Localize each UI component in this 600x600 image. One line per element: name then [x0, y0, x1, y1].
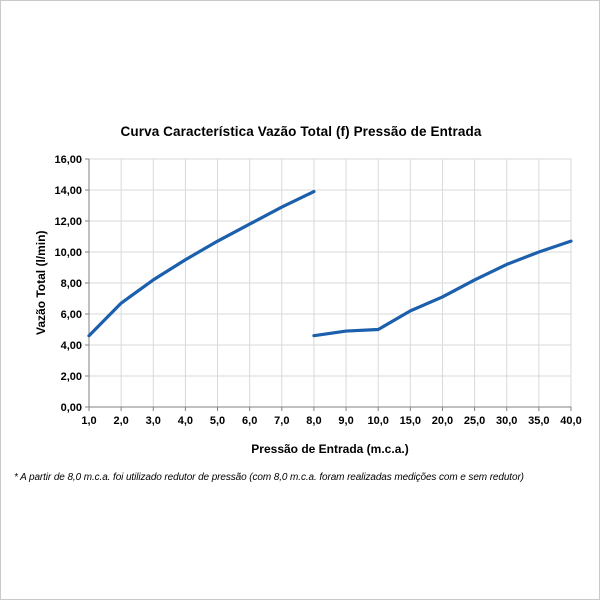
x-tick-label: 20,0 — [432, 415, 453, 427]
data-series-2 — [312, 239, 573, 338]
footnote: * A partir de 8,0 m.c.a. foi utilizado r… — [14, 472, 524, 483]
x-tick-label: 35,0 — [528, 415, 549, 427]
x-tick-label: 9,0 — [338, 415, 353, 427]
x-tick-label: 2,0 — [113, 415, 128, 427]
y-tick-label: 16,00 — [54, 154, 82, 166]
x-tick-label: 1,0 — [81, 415, 96, 427]
y-tick-label: 4,00 — [61, 340, 82, 352]
gridlines — [89, 158, 572, 407]
x-tick-label: 4,0 — [178, 415, 193, 427]
x-tick-label: 25,0 — [464, 415, 485, 427]
x-axis-title: Pressão de Entrada (m.c.a.) — [251, 442, 409, 456]
x-tick-label: 30,0 — [496, 415, 517, 427]
x-tick-labels: 1,0 2,0 3,0 4,0 5,0 6,0 7,0 8,0 9,0 10,0 15,0 20,0 2… — [81, 415, 581, 427]
chart-title: Curva Característica Vazão Total (f) Pre… — [120, 124, 482, 139]
y-tick-label: 10,00 — [54, 247, 82, 259]
y-tick-label: 12,00 — [54, 216, 82, 228]
y-tick-label: 8,00 — [61, 278, 82, 290]
x-tick-label: 3,0 — [146, 415, 161, 427]
y-tick-label: 6,00 — [61, 309, 82, 321]
axes — [85, 158, 572, 411]
x-tick-label: 6,0 — [242, 415, 257, 427]
y-tick-label: 0,00 — [61, 402, 82, 414]
x-tick-label: 7,0 — [274, 415, 289, 427]
x-tick-label: 10,0 — [367, 415, 388, 427]
x-tick-label: 40,0 — [560, 415, 581, 427]
y-tick-label: 2,00 — [61, 371, 82, 383]
y-tick-label: 14,00 — [54, 185, 82, 197]
x-tick-label: 5,0 — [210, 415, 225, 427]
y-tick-labels: 0,00 2,00 4,00 6,00 8,00 10,00 12,00 14,00 16,00 — [54, 154, 82, 414]
data-series-1 — [87, 189, 316, 338]
x-tick-label: 15,0 — [400, 415, 421, 427]
x-tick-label: 8,0 — [306, 415, 321, 427]
